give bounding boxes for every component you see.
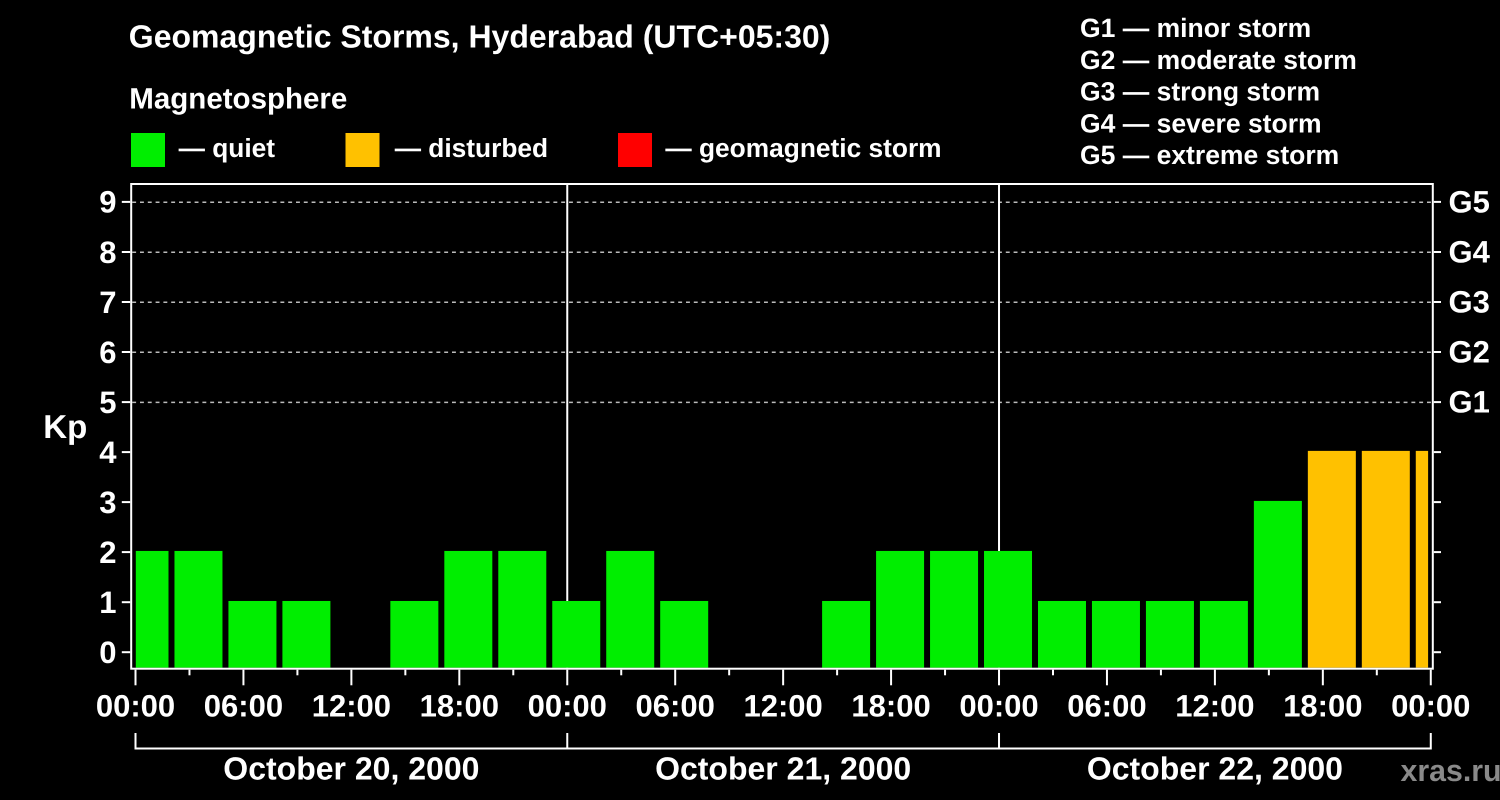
svg-text:— geomagnetic storm: — geomagnetic storm — [665, 133, 941, 163]
svg-text:18:00: 18:00 — [420, 689, 499, 724]
svg-text:9: 9 — [99, 185, 116, 220]
svg-text:Geomagnetic Storms, Hyderabad: Geomagnetic Storms, Hyderabad (UTC+05:30… — [129, 19, 831, 55]
svg-text:G3 — strong storm: G3 — strong storm — [1080, 77, 1320, 107]
svg-text:06:00: 06:00 — [1067, 689, 1146, 724]
svg-text:G5: G5 — [1449, 184, 1490, 219]
svg-text:12:00: 12:00 — [743, 689, 822, 724]
svg-text:12:00: 12:00 — [312, 689, 391, 724]
svg-text:5: 5 — [99, 385, 116, 420]
svg-text:xras.ru: xras.ru — [1401, 755, 1500, 788]
svg-text:00:00: 00:00 — [1391, 689, 1470, 724]
svg-text:1: 1 — [99, 585, 116, 620]
svg-text:G3: G3 — [1449, 284, 1490, 319]
svg-text:4: 4 — [99, 435, 117, 470]
svg-text:00:00: 00:00 — [528, 689, 607, 724]
svg-text:G4 — severe storm: G4 — severe storm — [1080, 108, 1322, 138]
svg-text:0: 0 — [99, 635, 116, 670]
svg-text:— quiet: — quiet — [179, 133, 276, 163]
svg-text:18:00: 18:00 — [851, 689, 930, 724]
svg-text:Magnetosphere: Magnetosphere — [129, 83, 347, 116]
svg-text:G5 — extreme storm: G5 — extreme storm — [1080, 140, 1339, 170]
svg-text:October 21, 2000: October 21, 2000 — [655, 750, 911, 786]
svg-text:18:00: 18:00 — [1283, 689, 1362, 724]
svg-text:06:00: 06:00 — [636, 689, 715, 724]
svg-text:2: 2 — [99, 535, 116, 570]
svg-text:G4: G4 — [1449, 234, 1491, 269]
svg-text:Kp: Kp — [43, 408, 87, 445]
svg-text:7: 7 — [99, 285, 116, 320]
svg-text:G1: G1 — [1449, 385, 1490, 420]
svg-text:October 22, 2000: October 22, 2000 — [1087, 750, 1343, 786]
svg-text:G2 — moderate storm: G2 — moderate storm — [1080, 45, 1357, 75]
svg-text:— disturbed: — disturbed — [395, 133, 548, 163]
svg-text:3: 3 — [99, 485, 116, 520]
svg-text:06:00: 06:00 — [204, 689, 283, 724]
svg-text:6: 6 — [99, 335, 116, 370]
svg-text:G2: G2 — [1449, 334, 1490, 369]
svg-text:8: 8 — [99, 235, 116, 270]
svg-text:00:00: 00:00 — [959, 689, 1038, 724]
svg-text:12:00: 12:00 — [1175, 689, 1254, 724]
svg-text:October 20, 2000: October 20, 2000 — [223, 750, 479, 786]
svg-text:G1 — minor storm: G1 — minor storm — [1080, 13, 1311, 43]
svg-text:00:00: 00:00 — [96, 689, 175, 724]
